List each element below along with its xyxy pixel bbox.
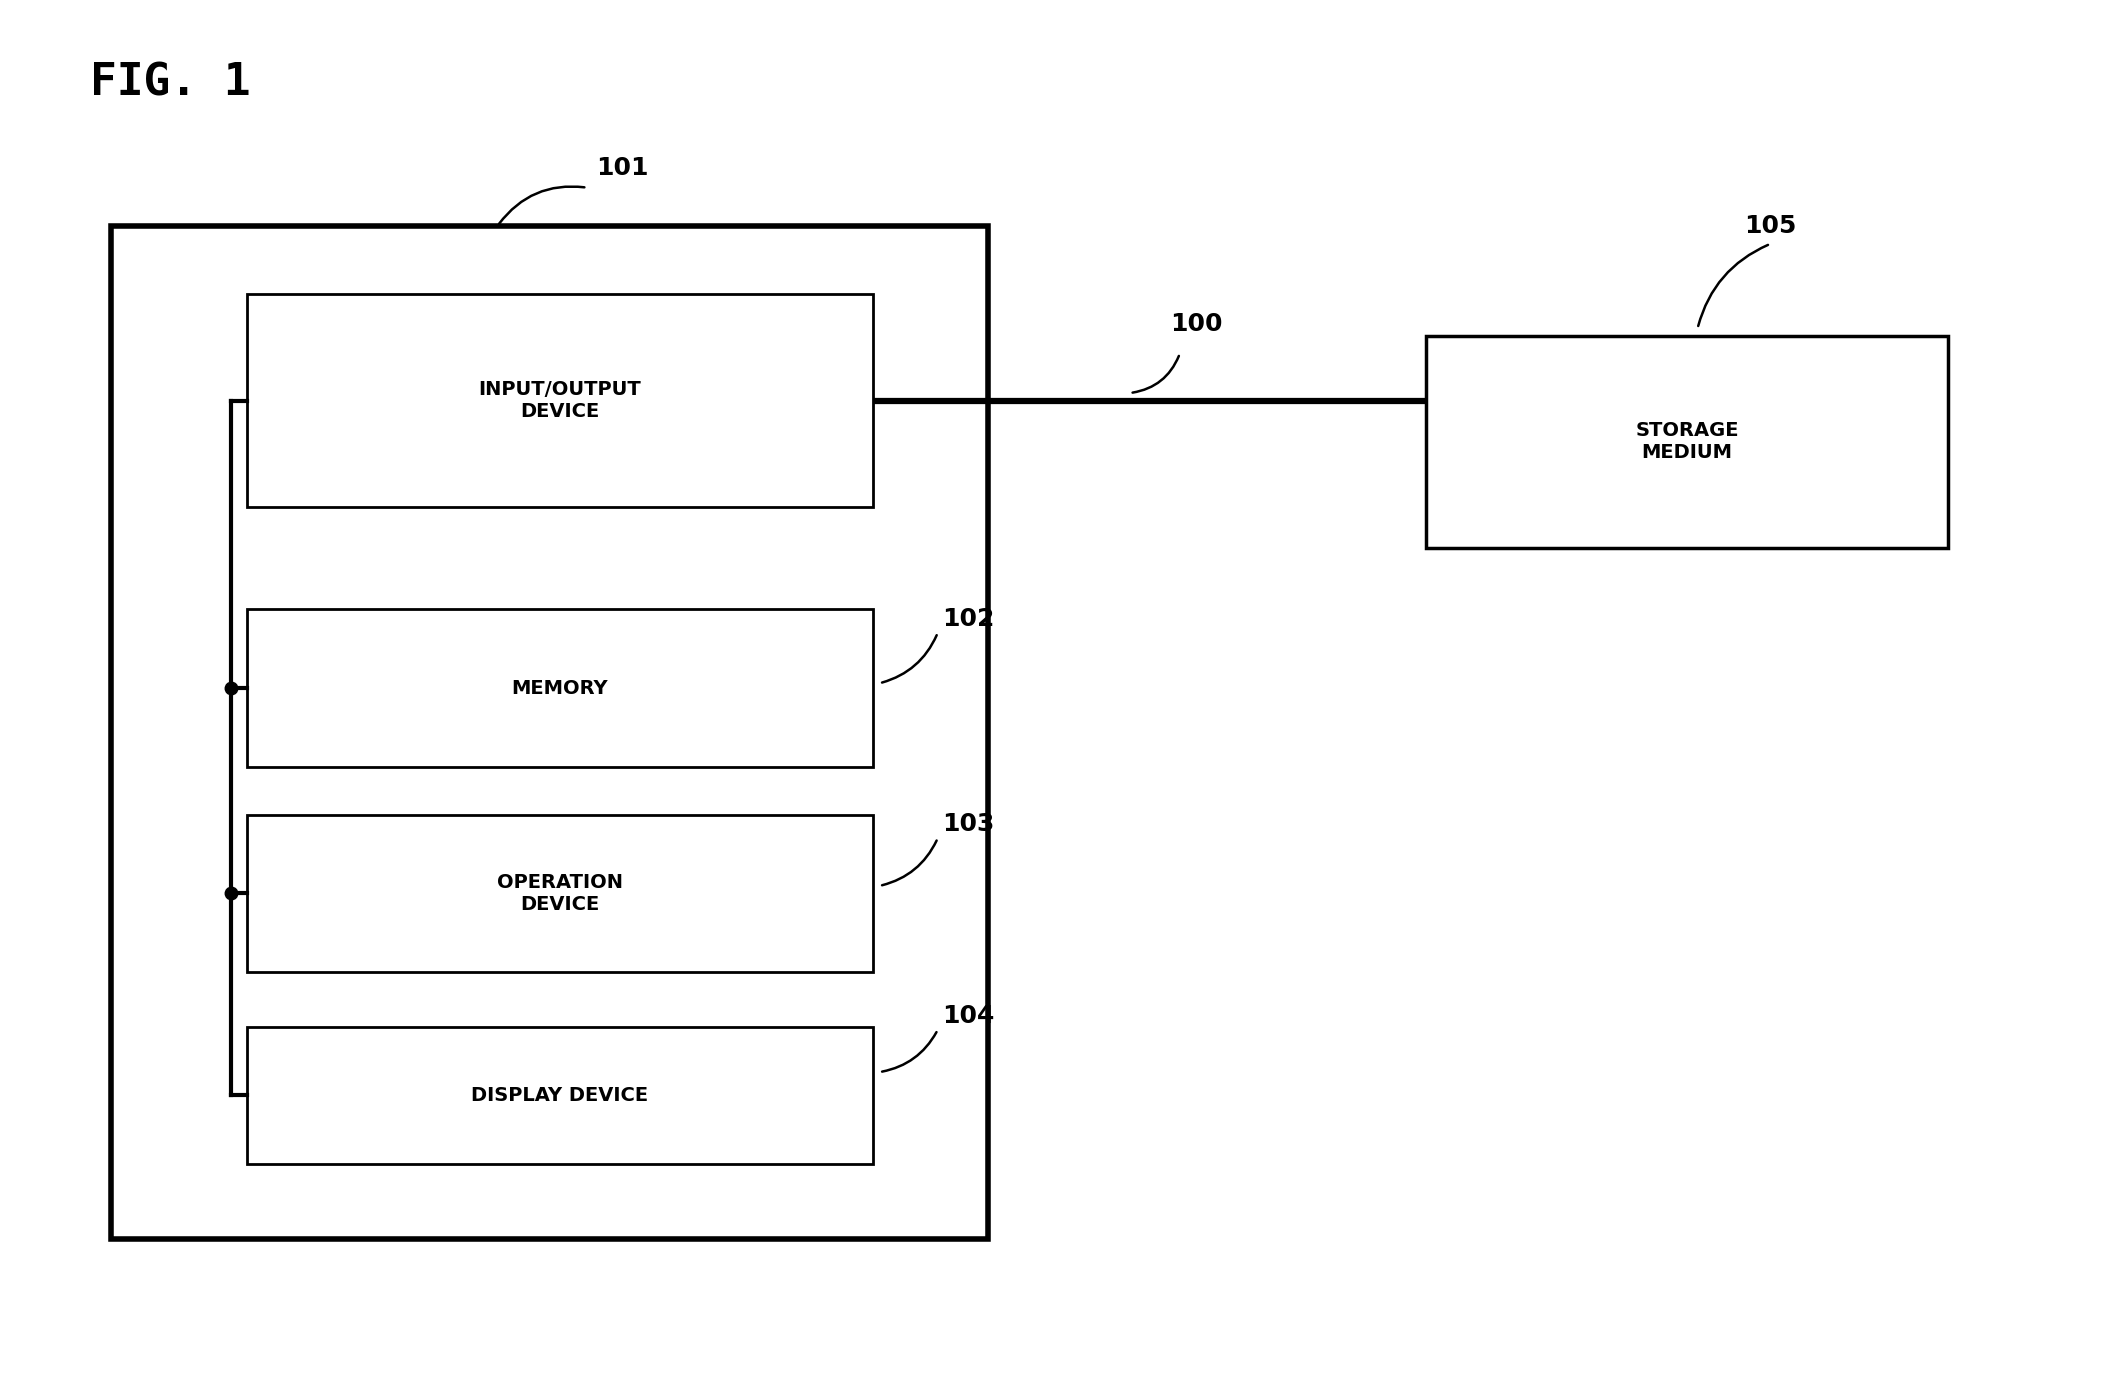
Text: 100: 100 [1170,311,1223,336]
Text: OPERATION
DEVICE: OPERATION DEVICE [498,873,624,914]
Bar [248,610,874,766]
Text: MEMORY: MEMORY [513,679,609,697]
Bar [248,815,874,972]
Text: FIG. 1: FIG. 1 [90,62,250,105]
Text: DISPLAY DEVICE: DISPLAY DEVICE [471,1086,649,1105]
Text: 105: 105 [1744,214,1796,238]
Text: 102: 102 [941,607,994,631]
Bar [248,1028,874,1164]
Text: INPUT/OUTPUT
DEVICE: INPUT/OUTPUT DEVICE [479,380,641,420]
Text: STORAGE
MEDIUM: STORAGE MEDIUM [1635,422,1740,462]
Bar [1427,336,1948,548]
Text: 104: 104 [941,1004,994,1028]
Text: 103: 103 [941,812,994,837]
Text: 101: 101 [597,156,649,181]
Bar [248,295,874,506]
Bar [111,225,987,1239]
